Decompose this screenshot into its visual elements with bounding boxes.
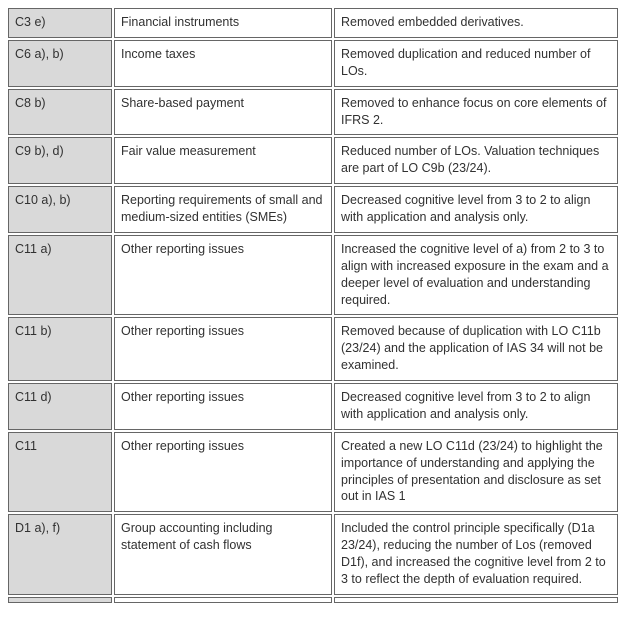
desc-cell: Included the control principle specifica… [334,514,618,595]
desc-cell: Removed to enhance focus on core element… [334,89,618,136]
table-row: C11Other reporting issuesCreated a new L… [8,432,618,513]
code-cell: C11 b) [8,317,112,381]
desc-cell: Removed embedded derivatives. [334,8,618,38]
desc-cell: Removed duplication and reduced number o… [334,40,618,87]
topic-cell: Income taxes [114,40,332,87]
table-row: D1 a), f)Group accounting including stat… [8,514,618,595]
table-row: C11 b)Other reporting issuesRemoved beca… [8,317,618,381]
desc-cell: Reduced number of LOs. Valuation techniq… [334,137,618,184]
desc-cell [334,597,618,603]
desc-cell: Removed because of duplication with LO C… [334,317,618,381]
table-row-stub [8,597,618,603]
desc-cell: Decreased cognitive level from 3 to 2 to… [334,186,618,233]
code-cell: C9 b), d) [8,137,112,184]
table-row: C8 b)Share-based paymentRemoved to enhan… [8,89,618,136]
topic-cell: Other reporting issues [114,235,332,316]
code-cell: C11 a) [8,235,112,316]
table-row: C10 a), b)Reporting requirements of smal… [8,186,618,233]
table-row: C11 a)Other reporting issuesIncreased th… [8,235,618,316]
table-row: C9 b), d)Fair value measurementReduced n… [8,137,618,184]
desc-cell: Created a new LO C11d (23/24) to highlig… [334,432,618,513]
code-cell: C11 [8,432,112,513]
code-cell: C8 b) [8,89,112,136]
code-cell: C3 e) [8,8,112,38]
code-cell: C10 a), b) [8,186,112,233]
topic-cell: Group accounting including statement of … [114,514,332,595]
topic-cell: Other reporting issues [114,383,332,430]
table-row: C6 a), b)Income taxesRemoved duplication… [8,40,618,87]
code-cell: C6 a), b) [8,40,112,87]
code-cell [8,597,112,603]
code-cell: C11 d) [8,383,112,430]
code-cell: D1 a), f) [8,514,112,595]
topic-cell: Share-based payment [114,89,332,136]
topic-cell: Fair value measurement [114,137,332,184]
table-body: C3 e)Financial instrumentsRemoved embedd… [8,8,618,603]
table-row: C11 d)Other reporting issuesDecreased co… [8,383,618,430]
topic-cell: Other reporting issues [114,432,332,513]
lo-changes-table: C3 e)Financial instrumentsRemoved embedd… [6,6,620,605]
topic-cell: Other reporting issues [114,317,332,381]
topic-cell [114,597,332,603]
desc-cell: Increased the cognitive level of a) from… [334,235,618,316]
table-row: C3 e)Financial instrumentsRemoved embedd… [8,8,618,38]
topic-cell: Financial instruments [114,8,332,38]
desc-cell: Decreased cognitive level from 3 to 2 to… [334,383,618,430]
topic-cell: Reporting requirements of small and medi… [114,186,332,233]
